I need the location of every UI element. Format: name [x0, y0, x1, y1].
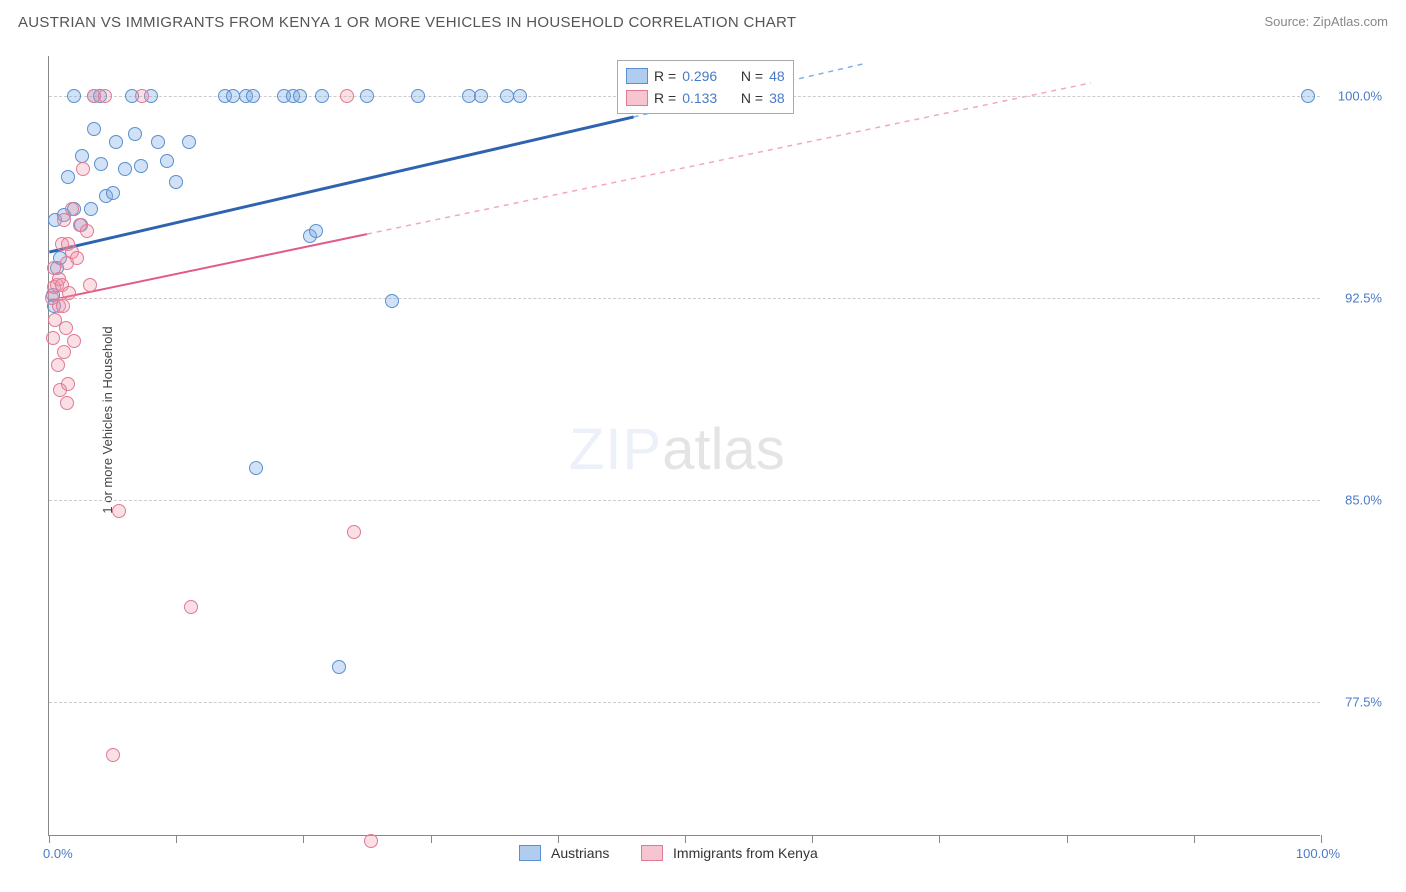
- correlation-legend: R = 0.296 N = 48R = 0.133 N = 38: [617, 60, 794, 114]
- data-point: [246, 89, 260, 103]
- trend-lines-svg: [49, 56, 1320, 835]
- correlation-legend-row: R = 0.133 N = 38: [626, 87, 785, 109]
- data-point: [65, 202, 79, 216]
- legend-swatch: [626, 68, 648, 84]
- x-tick: [685, 835, 686, 843]
- data-point: [109, 135, 123, 149]
- correlation-legend-row: R = 0.296 N = 48: [626, 65, 785, 87]
- source-label: Source: ZipAtlas.com: [1264, 14, 1388, 29]
- data-point: [57, 345, 71, 359]
- data-point: [62, 286, 76, 300]
- data-point: [80, 224, 94, 238]
- data-point: [56, 299, 70, 313]
- data-point: [513, 89, 527, 103]
- data-point: [87, 122, 101, 136]
- data-point: [340, 89, 354, 103]
- chart-title: AUSTRIAN VS IMMIGRANTS FROM KENYA 1 OR M…: [18, 14, 796, 31]
- y-tick-label: 85.0%: [1345, 492, 1382, 507]
- gridline-h: [49, 500, 1320, 501]
- data-point: [75, 149, 89, 163]
- data-point: [61, 377, 75, 391]
- gridline-h: [49, 702, 1320, 703]
- data-point: [151, 135, 165, 149]
- data-point: [385, 294, 399, 308]
- data-point: [184, 600, 198, 614]
- data-point: [106, 186, 120, 200]
- x-tick: [1194, 835, 1195, 843]
- x-tick: [49, 835, 50, 843]
- data-point: [70, 251, 84, 265]
- data-point: [46, 331, 60, 345]
- data-point: [94, 157, 108, 171]
- data-point: [249, 461, 263, 475]
- data-point: [1301, 89, 1315, 103]
- gridline-h: [49, 298, 1320, 299]
- legend-n-value: 38: [769, 87, 785, 109]
- data-point: [84, 202, 98, 216]
- data-point: [315, 89, 329, 103]
- legend-series-name: Austrians: [551, 845, 609, 861]
- data-point: [51, 358, 65, 372]
- data-point: [128, 127, 142, 141]
- data-point: [59, 321, 73, 335]
- x-tick: [939, 835, 940, 843]
- data-point: [160, 154, 174, 168]
- legend-swatch: [641, 845, 663, 861]
- y-tick-label: 77.5%: [1345, 694, 1382, 709]
- y-tick-label: 92.5%: [1345, 291, 1382, 306]
- scatter-plot: ZIPatlas 77.5%85.0%92.5%100.0%0.0%100.0%…: [48, 56, 1320, 836]
- legend-swatch: [626, 90, 648, 106]
- data-point: [98, 89, 112, 103]
- legend-series-name: Immigrants from Kenya: [673, 845, 818, 861]
- data-point: [474, 89, 488, 103]
- data-point: [76, 162, 90, 176]
- data-point: [83, 278, 97, 292]
- data-point: [182, 135, 196, 149]
- data-point: [332, 660, 346, 674]
- legend-r-value: 0.133: [682, 87, 717, 109]
- y-tick-label: 100.0%: [1338, 89, 1382, 104]
- legend-n-value: 48: [769, 65, 785, 87]
- data-point: [169, 175, 183, 189]
- data-point: [364, 834, 378, 848]
- legend-r-label: R =: [654, 87, 676, 109]
- data-point: [293, 89, 307, 103]
- data-point: [61, 170, 75, 184]
- series-legend: Austrians Immigrants from Kenya: [519, 845, 839, 861]
- legend-r-value: 0.296: [682, 65, 717, 87]
- x-tick: [812, 835, 813, 843]
- data-point: [135, 89, 149, 103]
- data-point: [309, 224, 323, 238]
- x-tick: [431, 835, 432, 843]
- data-point: [118, 162, 132, 176]
- legend-r-label: R =: [654, 65, 676, 87]
- x-tick: [1321, 835, 1322, 843]
- data-point: [60, 396, 74, 410]
- data-point: [67, 89, 81, 103]
- data-point: [106, 748, 120, 762]
- x-tick: [176, 835, 177, 843]
- data-point: [134, 159, 148, 173]
- legend-swatch: [519, 845, 541, 861]
- x-tick: [303, 835, 304, 843]
- x-tick: [1067, 835, 1068, 843]
- data-point: [67, 334, 81, 348]
- x-axis-left-label: 0.0%: [43, 846, 73, 861]
- data-point: [411, 89, 425, 103]
- legend-n-label: N =: [741, 87, 763, 109]
- data-point: [360, 89, 374, 103]
- data-point: [112, 504, 126, 518]
- x-axis-right-label: 100.0%: [1296, 846, 1340, 861]
- legend-n-label: N =: [741, 65, 763, 87]
- trend-line-solid: [49, 234, 367, 300]
- data-point: [347, 525, 361, 539]
- x-tick: [558, 835, 559, 843]
